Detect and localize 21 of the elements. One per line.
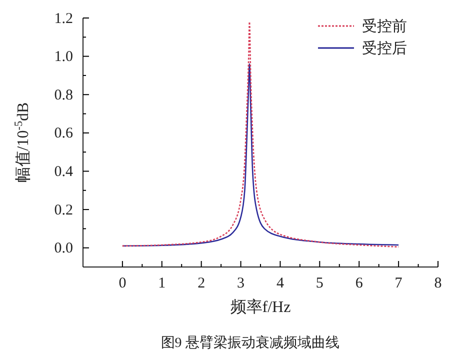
legend-label: 受控后	[362, 39, 407, 57]
y-tick-label: 0.6	[54, 126, 74, 142]
x-tick-label: 7	[394, 276, 403, 292]
y-tick-label: 0.4	[54, 164, 74, 180]
x-tick-label: 3	[237, 276, 245, 292]
x-tick-label: 2	[198, 276, 206, 292]
line-series	[122, 63, 400, 247]
x-tick-label: 4	[276, 276, 284, 292]
x-tick-label: 8	[434, 276, 442, 292]
y-tick-label: 1.0	[54, 49, 73, 66]
x-tick-label: 1	[158, 276, 166, 292]
legend-label: 受控前	[362, 17, 407, 35]
x-tick-label: 5	[316, 276, 324, 292]
y-tick-label: 0.8	[54, 87, 73, 104]
y-tick-label: 0.0	[54, 240, 73, 257]
x-tick-label: 0	[118, 276, 126, 292]
y-tick-label: 1.2	[54, 10, 73, 27]
x-axis-title: 频率f/Hz	[230, 298, 291, 316]
x-tick-label: 6	[355, 276, 364, 292]
caption: 图9 悬臂梁振动衰减频域曲线	[160, 335, 340, 351]
y-tick-label: 0.2	[54, 202, 73, 218]
